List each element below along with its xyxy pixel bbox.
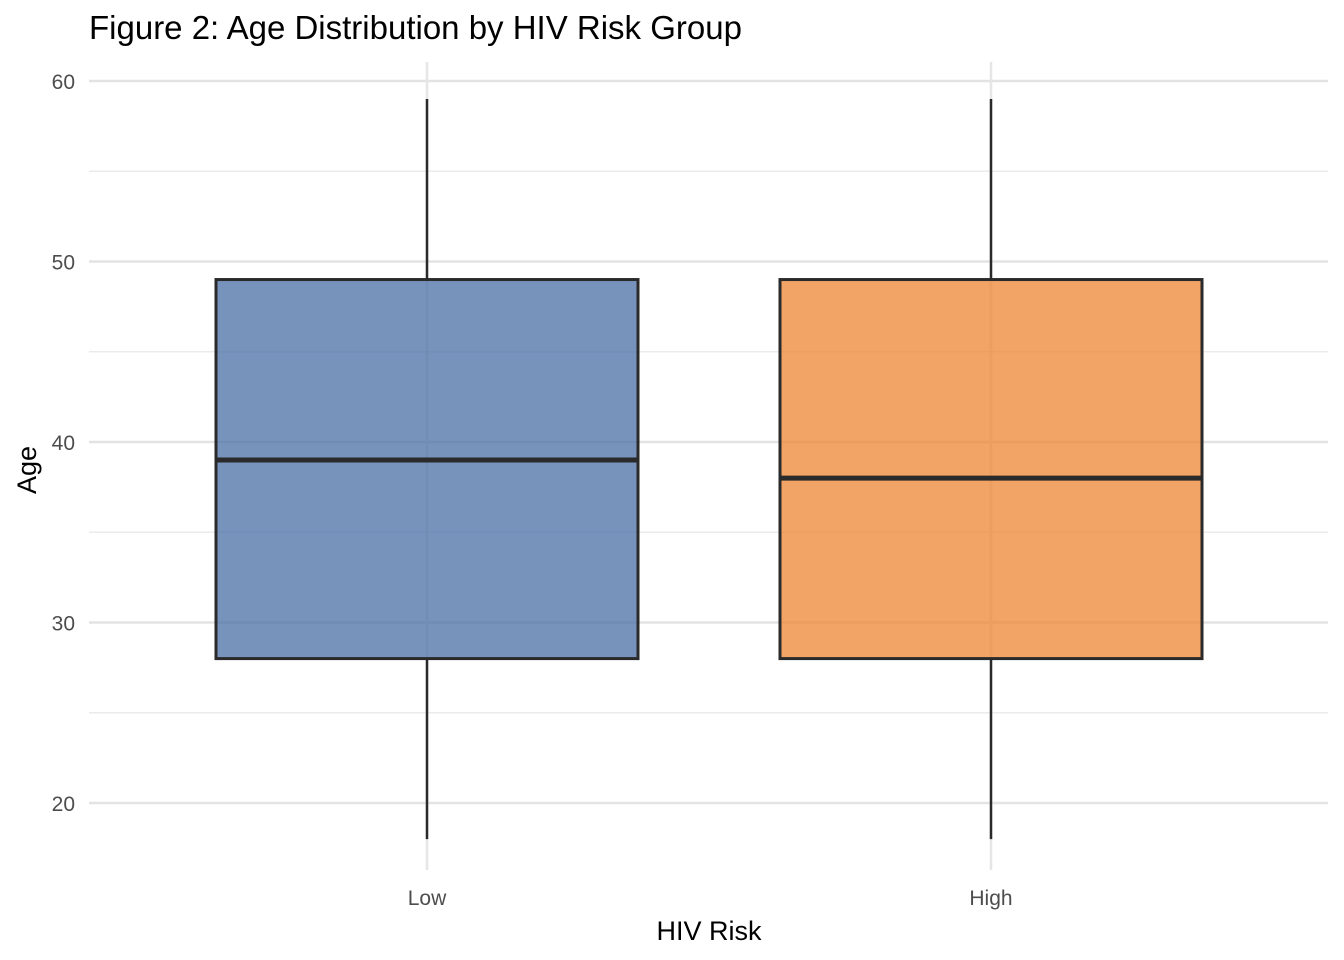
x-tick-label: Low — [408, 887, 447, 910]
box-group — [214, 99, 1204, 840]
box-body — [778, 278, 1204, 661]
y-tick-label: 60 — [52, 71, 75, 94]
x-tick-label: High — [969, 887, 1012, 910]
x-axis-title: HIV Risk — [656, 916, 762, 946]
box-low — [214, 99, 640, 840]
y-axis-title: Age — [12, 446, 42, 494]
box-high — [778, 99, 1204, 840]
y-tick-label: 30 — [52, 613, 75, 636]
box-body — [214, 278, 640, 661]
chart-title: Figure 2: Age Distribution by HIV Risk G… — [89, 9, 742, 46]
y-tick-label: 40 — [52, 432, 75, 455]
y-axis-ticks: 20 30 40 50 60 — [52, 71, 75, 816]
y-tick-label: 20 — [52, 793, 75, 816]
x-axis-ticks: Low High — [408, 887, 1013, 910]
y-tick-label: 50 — [52, 252, 75, 275]
